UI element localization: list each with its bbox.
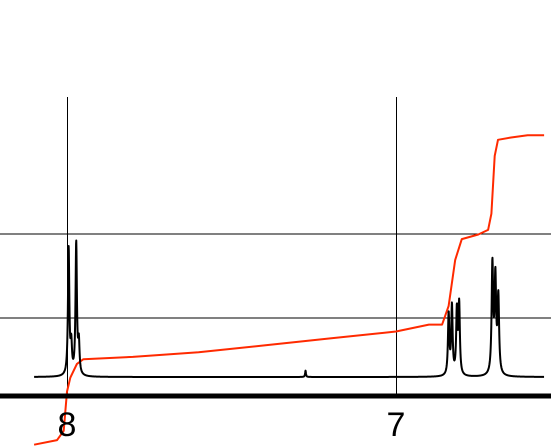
spectrum-layer — [33, 239, 545, 378]
integral-curve — [33, 134, 545, 446]
grid-lines — [0, 97, 551, 396]
integral-curve-layer — [33, 134, 545, 446]
spectrum-trace — [33, 239, 545, 378]
x-tick-label-1: 8 — [58, 406, 77, 444]
x-tick-label-2: 7 — [387, 406, 406, 444]
